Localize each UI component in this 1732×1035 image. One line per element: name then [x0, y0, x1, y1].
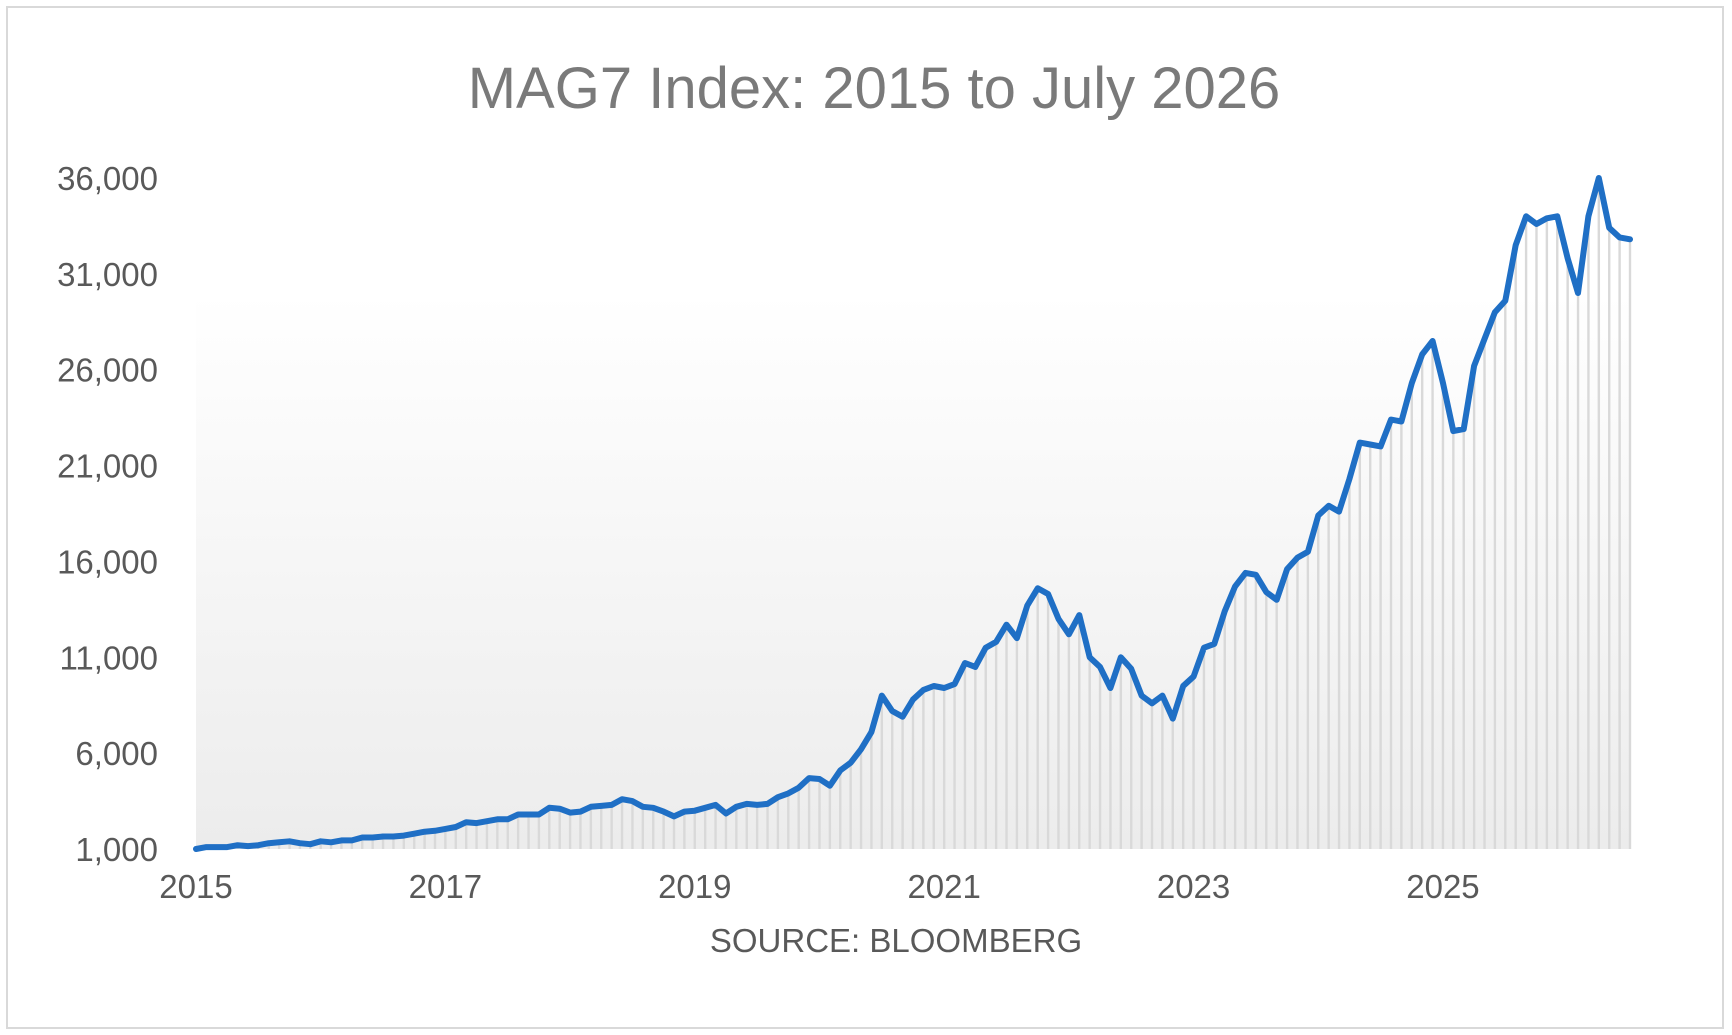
x-axis-label: SOURCE: BLOOMBERG: [710, 922, 1082, 959]
x-tick-label: 2023: [1157, 868, 1230, 905]
series-line: [193, 175, 1633, 852]
series-line-layer: [193, 175, 1633, 852]
chart: MAG7 Index: 2015 to July 2026 1,000 6,000…: [57, 56, 1633, 959]
y-tick-label: 1,000: [75, 831, 158, 868]
x-tick-label: 2021: [907, 868, 980, 905]
x-tick-label: 2025: [1406, 868, 1479, 905]
y-axis-ticks: 1,000 6,000 11,000 16,000 21,000 26,000 31,000…: [57, 160, 158, 868]
x-tick-label: 2015: [159, 868, 232, 905]
chart-title: MAG7 Index: 2015 to July 2026: [468, 56, 1281, 121]
y-tick-label: 26,000: [57, 352, 158, 389]
y-tick-label: 31,000: [57, 256, 158, 293]
x-tick-label: 2019: [658, 868, 731, 905]
y-tick-label: 36,000: [57, 160, 158, 197]
x-axis-ticks: 2015 2017 2019 2021 2023 2025: [159, 868, 1479, 905]
x-tick-label: 2017: [409, 868, 482, 905]
chart-frame: MAG7 Index: 2015 to July 2026 1,000 6,000…: [6, 6, 1724, 1029]
y-tick-label: 21,000: [57, 448, 158, 485]
y-tick-label: 11,000: [60, 639, 158, 676]
y-tick-label: 6,000: [75, 735, 158, 772]
y-tick-label: 16,000: [57, 543, 158, 580]
fill-bars: [205, 178, 1632, 849]
